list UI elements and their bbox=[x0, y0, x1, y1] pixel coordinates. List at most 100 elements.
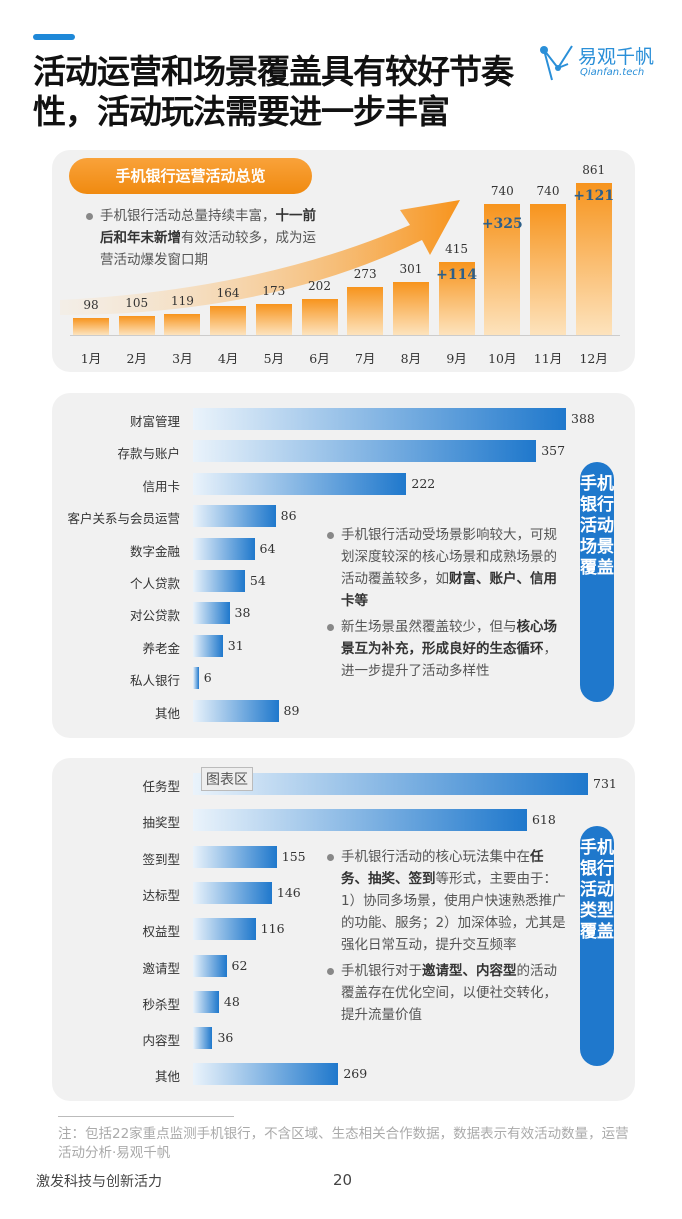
y-tick-label: 信用卡 bbox=[142, 478, 180, 494]
note-text: 财富、账户、信用卡等 bbox=[341, 571, 557, 609]
y-tick-label: 签到型 bbox=[142, 851, 180, 867]
x-tick-label: 11月 bbox=[533, 351, 563, 366]
y-tick-label: 财富管理 bbox=[129, 414, 180, 429]
bar bbox=[530, 204, 566, 335]
bar bbox=[575, 183, 612, 335]
note-paragraph: 手机银行对于邀请型、内容型的活动覆盖存在优化空间，以便社交转化，提升流量价值 bbox=[327, 960, 566, 1026]
x-tick-label: 4月 bbox=[217, 351, 239, 366]
data-label: 415 bbox=[445, 241, 469, 256]
bullet-icon bbox=[327, 854, 334, 861]
bar bbox=[392, 281, 429, 335]
y-tick-label: 个人贷款 bbox=[129, 576, 180, 591]
bar bbox=[438, 261, 475, 335]
bar bbox=[193, 918, 256, 941]
logo-icon bbox=[540, 45, 573, 81]
data-label: 98 bbox=[83, 297, 99, 312]
logo-text: 易观千帆 bbox=[578, 46, 655, 68]
page-title: 活动运营和场景覆盖具有较好节奏性，活动玩法需要进一步丰富 bbox=[33, 52, 514, 131]
note-text: 十一前后和年末新增 bbox=[100, 208, 316, 246]
bullet-icon bbox=[327, 624, 334, 631]
note-text: 有效活动较多，成为运营活动爆发窗口期 bbox=[100, 230, 316, 268]
note-text: 邀请型、内容型 bbox=[422, 963, 517, 979]
growth-arrow-icon bbox=[60, 200, 460, 315]
data-label: 222 bbox=[411, 475, 436, 491]
bar bbox=[210, 306, 247, 335]
bar bbox=[484, 204, 521, 335]
data-label: 64 bbox=[259, 540, 276, 556]
bar bbox=[193, 667, 199, 690]
bar bbox=[193, 881, 272, 904]
note-text: ，进一步提升了活动多样性 bbox=[341, 641, 557, 679]
bar bbox=[193, 602, 230, 625]
data-label: 861 bbox=[582, 163, 606, 177]
data-label: 36 bbox=[217, 1030, 234, 1046]
note-paragraph: 手机银行活动总量持续丰富，十一前后和年末新增有效活动较多，成为运营活动爆发窗口期 bbox=[86, 205, 320, 271]
y-tick-label: 任务型 bbox=[142, 779, 180, 794]
bar bbox=[193, 570, 245, 592]
data-label: 119 bbox=[170, 293, 194, 308]
footnote-divider bbox=[58, 1116, 234, 1117]
note-text: 手机银行活动总量持续丰富， bbox=[100, 208, 276, 224]
x-tick-label: 8月 bbox=[400, 351, 422, 366]
note-paragraph: 手机银行活动受场景影响较大，可规划深度较深的核心场景和成熟场景的活动覆盖较多，如… bbox=[327, 524, 566, 612]
bar bbox=[255, 304, 292, 335]
data-label: 54 bbox=[249, 573, 266, 588]
bar bbox=[73, 317, 109, 335]
y-tick-label: 权益型 bbox=[142, 924, 180, 940]
data-label: 164 bbox=[216, 286, 240, 301]
logo-subtext: Qianfan.tech bbox=[580, 67, 645, 78]
data-label: 357 bbox=[541, 443, 566, 459]
note-text: 手机银行活动的核心玩法集中在 bbox=[341, 849, 530, 865]
note-paragraph: 新生场景虽然覆盖较少，但与核心场景互为补充，形成良好的生态循环，进一步提升了活动… bbox=[327, 616, 566, 682]
bar bbox=[193, 845, 277, 868]
data-label: 740 bbox=[536, 184, 560, 199]
bullet-icon bbox=[327, 532, 334, 539]
data-label: 38 bbox=[234, 605, 251, 621]
y-tick-label: 达标型 bbox=[142, 887, 180, 903]
x-tick-label: 12月 bbox=[579, 351, 608, 366]
chart-title-pill: 手机银行运营活动总览 bbox=[69, 158, 312, 194]
x-tick-label: 5月 bbox=[263, 351, 285, 366]
scene-note: 手机银行活动受场景影响较大，可规划深度较深的核心场景和成熟场景的活动覆盖较多，如… bbox=[327, 524, 566, 686]
bar bbox=[193, 699, 279, 722]
data-label: 155 bbox=[281, 848, 306, 864]
data-label: 173 bbox=[262, 284, 286, 299]
data-label: 731 bbox=[593, 776, 617, 791]
data-label: 105 bbox=[125, 296, 149, 311]
footer-slogan: 激发科技与创新活力 bbox=[36, 1174, 162, 1190]
bar bbox=[347, 286, 384, 335]
logo: 易观千帆 Qianfan.tech bbox=[538, 40, 668, 90]
x-tick-label: 10月 bbox=[488, 351, 517, 366]
bar bbox=[301, 299, 338, 335]
note-text: 新生场景虽然覆盖较少，但与 bbox=[341, 619, 517, 635]
footnote: 注：包括22家重点监测手机银行，不含区域、生态相关合作数据，数据表示有效活动数量… bbox=[58, 1126, 629, 1161]
data-label: 89 bbox=[283, 702, 300, 718]
y-tick-label: 邀请型 bbox=[142, 960, 180, 976]
bar bbox=[118, 316, 155, 335]
bar bbox=[193, 634, 223, 657]
data-label: 116 bbox=[260, 921, 285, 937]
x-tick-label: 3月 bbox=[172, 351, 193, 366]
x-tick-label: 2月 bbox=[126, 351, 147, 366]
data-label: 301 bbox=[399, 261, 423, 276]
title-accent-bar bbox=[33, 34, 75, 40]
data-label: 146 bbox=[276, 884, 301, 900]
y-tick-label: 其他 bbox=[154, 1069, 180, 1085]
bar bbox=[193, 773, 588, 795]
y-tick-label: 内容型 bbox=[142, 1033, 180, 1049]
overview-note: 手机银行活动总量持续丰富，十一前后和年末新增有效活动较多，成为运营活动爆发窗口期 bbox=[86, 205, 320, 275]
data-label: 48 bbox=[223, 993, 240, 1009]
increase-label: +325 bbox=[481, 216, 523, 233]
data-label: 6 bbox=[203, 670, 212, 686]
bullet-icon bbox=[327, 968, 334, 975]
page-number: 20 bbox=[333, 1171, 353, 1189]
data-label: 740 bbox=[490, 184, 514, 199]
x-axis-line bbox=[70, 335, 620, 336]
y-tick-label: 对公贷款 bbox=[129, 608, 180, 624]
bar bbox=[193, 505, 276, 528]
bar bbox=[193, 440, 537, 463]
type-note: 手机银行活动的核心玩法集中在任务、抽奖、签到等形式，主要由于：1）协同多场景，使… bbox=[327, 846, 566, 1030]
data-label: 62 bbox=[231, 957, 248, 973]
bar bbox=[193, 537, 255, 560]
bullet-icon bbox=[86, 213, 93, 220]
